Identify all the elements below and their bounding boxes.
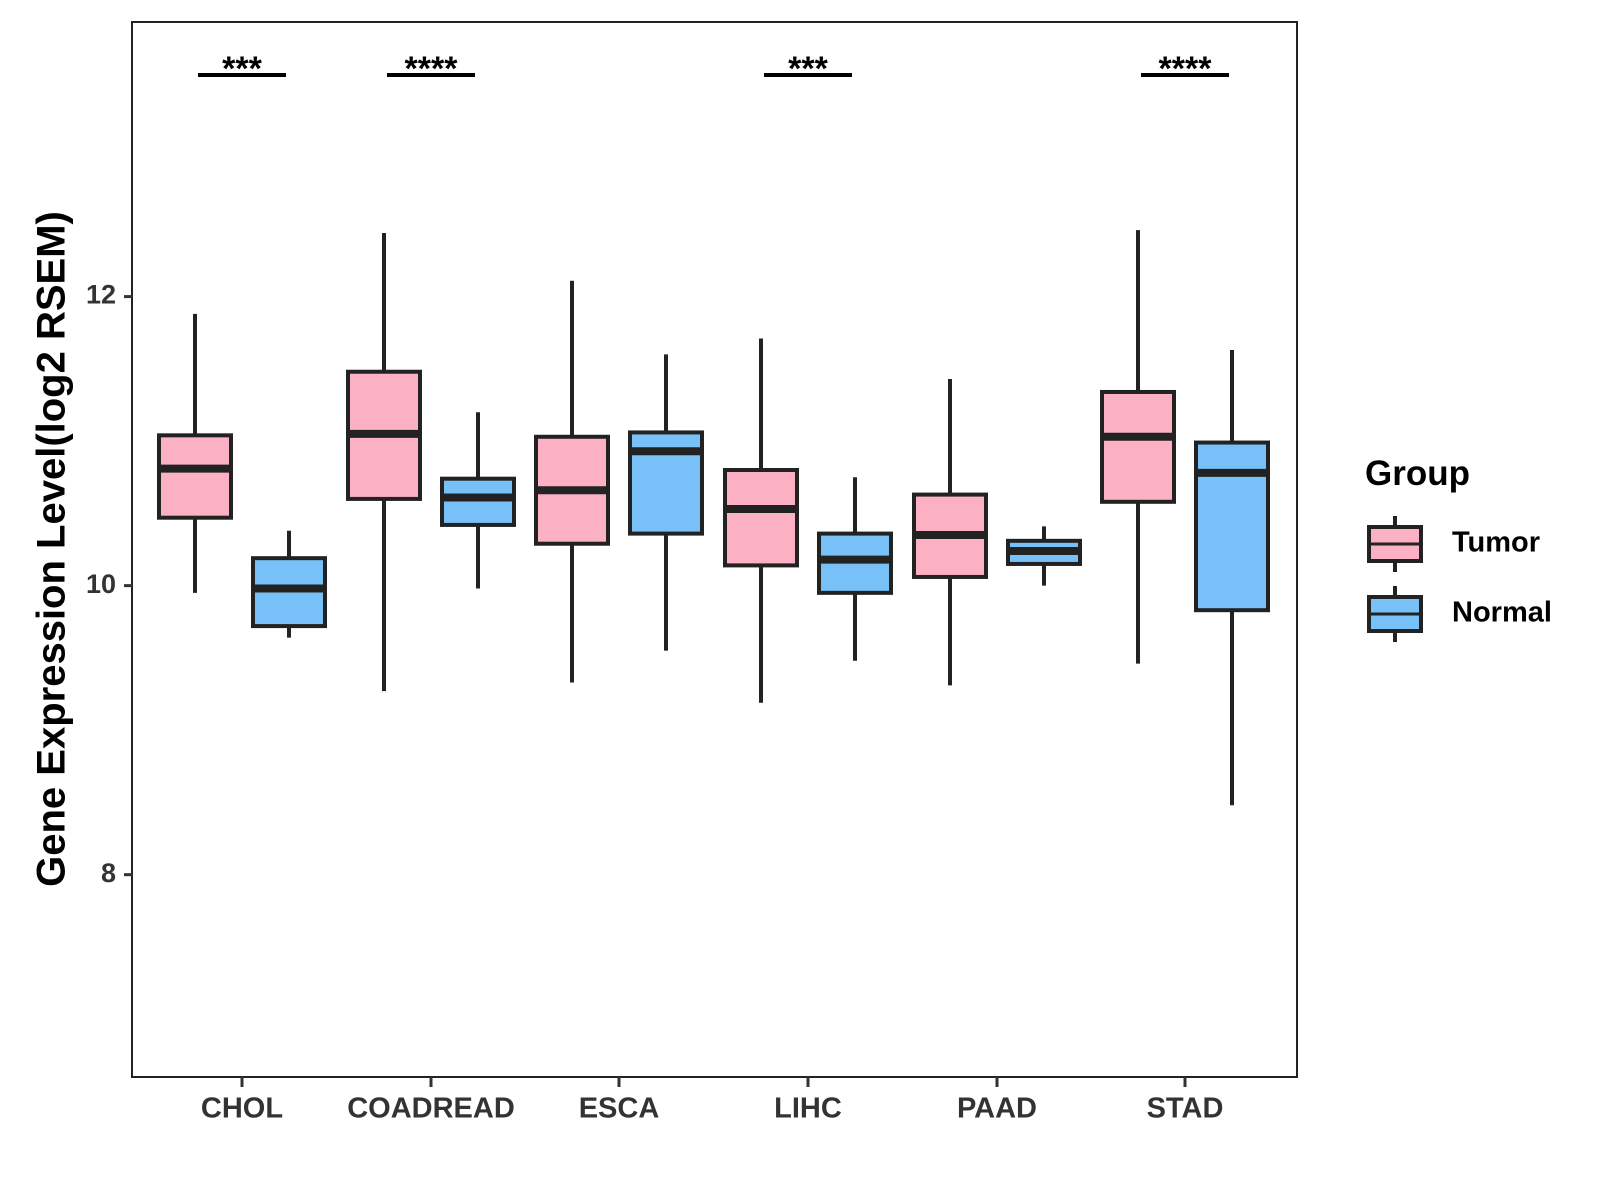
- box-body: [1100, 389, 1176, 504]
- box-tumor-stad: [1100, 230, 1176, 664]
- y-tick-label: 8: [101, 858, 116, 888]
- box-body: [440, 476, 516, 527]
- box-normal-lihc: [817, 477, 893, 661]
- y-tick-label: 10: [86, 569, 116, 599]
- x-tick-label-chol: CHOL: [201, 1093, 283, 1125]
- significance-stad: ****: [1141, 50, 1229, 88]
- box-normal-coadread: [440, 412, 516, 589]
- x-tick-label-esca: ESCA: [579, 1093, 660, 1125]
- box-tumor-lihc: [723, 338, 799, 703]
- significance-lihc: ***: [764, 50, 852, 88]
- box-tumor-esca: [534, 280, 610, 683]
- box-normal-esca: [628, 354, 704, 651]
- x-tick-label-coadread: COADREAD: [347, 1093, 515, 1125]
- x-tick-label-paad: PAAD: [957, 1093, 1037, 1125]
- box-tumor-coadread: [346, 233, 422, 692]
- legend-item-normal: Normal: [1367, 586, 1552, 642]
- significance-coadread: ****: [387, 50, 475, 88]
- significance-label: ***: [222, 50, 262, 88]
- significance-label: ***: [788, 50, 828, 88]
- box-body: [1194, 440, 1270, 613]
- annotations-layer: *** **** *** ****: [198, 50, 1229, 88]
- y-tick-label: 12: [86, 280, 116, 310]
- x-tick-label-lihc: LIHC: [774, 1093, 842, 1125]
- box-normal-paad: [1006, 526, 1082, 586]
- significance-chol: ***: [198, 50, 286, 88]
- box-tumor-chol: [157, 313, 233, 593]
- significance-label: ****: [1159, 50, 1213, 88]
- boxes-layer: [157, 230, 1270, 806]
- box-body: [723, 468, 799, 568]
- x-axis: CHOL COADREAD ESCA LIHC PAAD STAD: [201, 1077, 1223, 1125]
- box-normal-chol: [251, 530, 327, 638]
- box-tumor-paad: [912, 378, 988, 686]
- legend-item-tumor: Tumor: [1367, 516, 1540, 572]
- significance-label: ****: [405, 50, 459, 88]
- box-body: [157, 433, 233, 520]
- box-normal-stad: [1194, 350, 1270, 806]
- legend-title: Group: [1365, 454, 1470, 493]
- legend-label-tumor: Tumor: [1452, 527, 1540, 559]
- legend: Group Tumor Normal: [1365, 454, 1552, 642]
- y-axis-label: Gene Expression Level(log2 RSEM): [30, 211, 74, 887]
- legend-label-normal: Normal: [1452, 597, 1552, 629]
- y-axis: 8 10 12: [86, 280, 132, 888]
- x-tick-label-stad: STAD: [1147, 1093, 1224, 1125]
- plot-panel: [131, 21, 1298, 1078]
